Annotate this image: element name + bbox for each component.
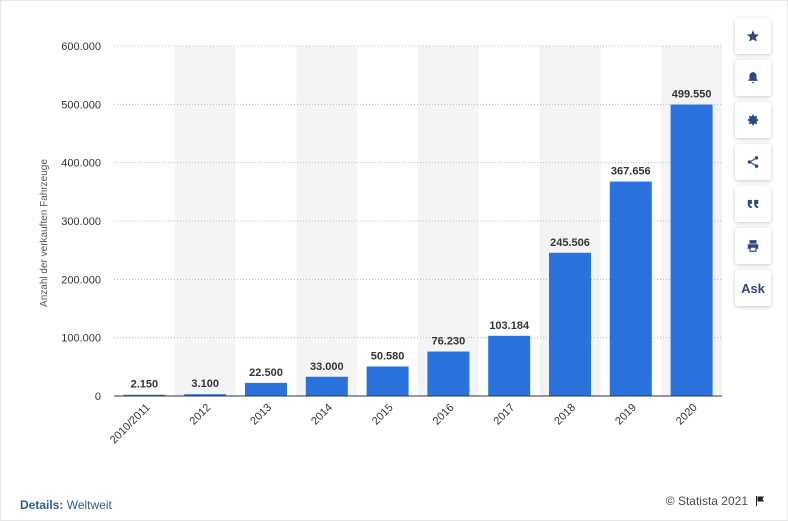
- data-label: 367.656: [611, 166, 651, 178]
- bar[interactable]: [245, 382, 287, 396]
- y-tick-label: 600.000: [61, 41, 101, 53]
- x-tick-label: 2015: [370, 402, 396, 428]
- gear-icon: [747, 114, 759, 126]
- y-axis-ticks: 0 100.000 200.000 300.000 400.000 500.000 600.…: [61, 41, 101, 403]
- data-label: 2.150: [131, 379, 159, 391]
- details-note: Details: Weltweit: [20, 498, 112, 512]
- x-axis-ticks: 2010/2011 2012 2013 2014 2015 2016 2017 2018 201…: [108, 402, 700, 447]
- x-tick-label: 2017: [492, 402, 518, 428]
- x-tick-label: 2019: [613, 402, 639, 428]
- data-label: 103.184: [489, 320, 530, 332]
- bar[interactable]: [488, 335, 531, 396]
- bar[interactable]: [609, 181, 652, 396]
- y-tick-label: 200.000: [61, 274, 101, 286]
- data-label: 3.100: [191, 378, 219, 390]
- x-tick-label: 2016: [431, 402, 457, 428]
- quote-icon: [747, 199, 759, 209]
- data-label: 499.550: [672, 89, 712, 101]
- bar[interactable]: [670, 104, 713, 397]
- data-label: 22.500: [249, 367, 283, 379]
- y-tick-label: 0: [95, 391, 101, 403]
- data-label: 76.230: [432, 336, 466, 348]
- ask-button[interactable]: Ask: [735, 270, 771, 306]
- y-tick-label: 400.000: [61, 158, 101, 170]
- y-axis-label: Anzahl der verkauften Fahrzeuge: [39, 159, 50, 307]
- data-label: 50.580: [371, 350, 405, 362]
- bar-chart: 0 100.000 200.000 300.000 400.000 500.000 600.…: [39, 41, 722, 447]
- star-icon: [746, 30, 760, 42]
- x-tick-label: 2012: [188, 402, 214, 428]
- favorite-button[interactable]: [735, 18, 771, 54]
- copyright: © Statista 2021: [666, 494, 766, 508]
- bars: [123, 104, 713, 397]
- x-tick-label: 2013: [248, 402, 274, 428]
- bar[interactable]: [305, 376, 348, 396]
- bell-icon: [748, 72, 758, 84]
- cite-button[interactable]: [735, 186, 771, 222]
- x-tick-label: 2010/2011: [108, 402, 153, 447]
- x-tick-label: 2014: [309, 402, 335, 428]
- bar[interactable]: [184, 394, 227, 396]
- gridlines: [114, 45, 722, 339]
- details-value[interactable]: Weltweit: [66, 498, 112, 512]
- x-tick-label: 2020: [674, 402, 700, 428]
- y-tick-label: 500.000: [61, 99, 101, 111]
- share-icon: [747, 156, 759, 168]
- bar[interactable]: [366, 366, 409, 396]
- data-label: 245.506: [550, 237, 590, 249]
- bar[interactable]: [123, 394, 166, 396]
- data-label: 33.000: [310, 361, 344, 373]
- sidebar-toolbar: Ask: [735, 18, 773, 312]
- y-tick-label: 100.000: [61, 333, 101, 345]
- bar[interactable]: [549, 252, 591, 396]
- x-tick-label: 2018: [552, 402, 578, 428]
- details-key: Details:: [20, 498, 64, 512]
- flag-icon[interactable]: [754, 495, 766, 507]
- y-tick-label: 300.000: [61, 216, 101, 228]
- print-button[interactable]: [735, 228, 771, 264]
- print-icon: [747, 240, 759, 252]
- copyright-text[interactable]: © Statista 2021: [665, 494, 748, 508]
- share-button[interactable]: [735, 144, 771, 180]
- settings-button[interactable]: [735, 102, 771, 138]
- bar[interactable]: [427, 351, 470, 396]
- notification-button[interactable]: [735, 60, 771, 96]
- value-labels: 2.150 3.100 22.500 33.000 50.580 76.230 103.18…: [131, 89, 712, 391]
